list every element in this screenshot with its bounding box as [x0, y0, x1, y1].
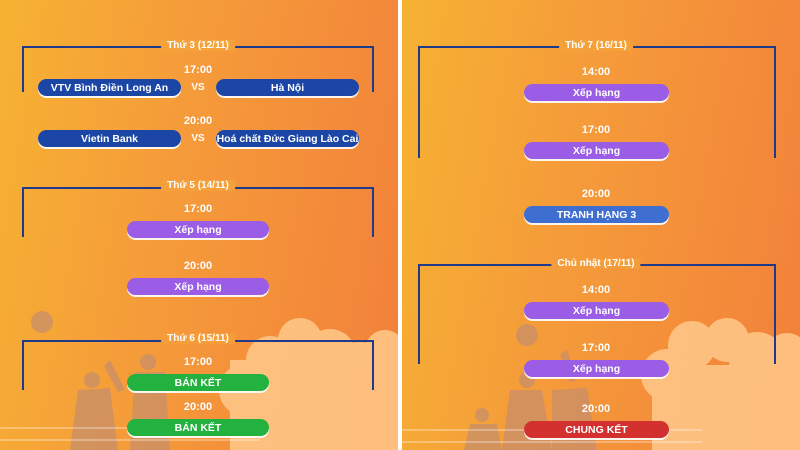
decorative-clouds-illustration: [641, 318, 800, 450]
day-label: Thứ 6 (15/11): [161, 333, 235, 344]
ranking-match-pill: Xếp hạng: [127, 278, 269, 295]
team-pill-home: VTV Bình Điền Long An: [38, 79, 181, 96]
ranking-match-pill: Xếp hạng: [524, 84, 669, 101]
vs-label: VS: [191, 82, 205, 93]
final-pill: CHUNG KẾT: [524, 421, 669, 438]
match-time: 20:00: [183, 401, 213, 413]
team-pill-away: Hà Nội: [216, 79, 359, 96]
match-time: 17:00: [581, 342, 611, 354]
match-time: 14:00: [581, 284, 611, 296]
semifinal-pill: BÁN KẾT: [127, 419, 269, 436]
match-time: 20:00: [183, 260, 213, 272]
ranking-match-pill: Xếp hạng: [524, 142, 669, 159]
match-time: 17:00: [183, 64, 213, 76]
match-time: 17:00: [183, 356, 213, 368]
ranking-match-pill: Xếp hạng: [524, 360, 669, 377]
team-pill-home: Vietin Bank: [38, 130, 181, 147]
match-time: 20:00: [581, 403, 611, 415]
team-pill-away: Hoá chất Đức Giang Lào Cai: [216, 130, 359, 147]
day-label: Thứ 7 (16/11): [559, 40, 633, 51]
schedule-panel-right: Thứ 7 (16/11) 14:00 Xếp hạng 17:00 Xếp h…: [402, 0, 800, 450]
ranking-match-pill: Xếp hạng: [524, 302, 669, 319]
vs-label: VS: [191, 133, 205, 144]
third-place-pill: TRANH HẠNG 3: [524, 206, 669, 223]
match-time: 20:00: [183, 115, 213, 127]
match-time: 17:00: [581, 124, 611, 136]
day-label: Thứ 3 (12/11): [161, 40, 235, 51]
match-time: 14:00: [581, 66, 611, 78]
match-time: 20:00: [581, 188, 611, 200]
panel-divider: [398, 0, 402, 450]
day-label: Thứ 5 (14/11): [161, 180, 235, 191]
ranking-match-pill: Xếp hạng: [127, 221, 269, 238]
schedule-panel-left: Thứ 3 (12/11) 17:00 VTV Bình Điền Long A…: [0, 0, 398, 450]
match-time: 17:00: [183, 203, 213, 215]
semifinal-pill: BÁN KẾT: [127, 374, 269, 391]
day-label: Chủ nhật (17/11): [551, 258, 641, 269]
